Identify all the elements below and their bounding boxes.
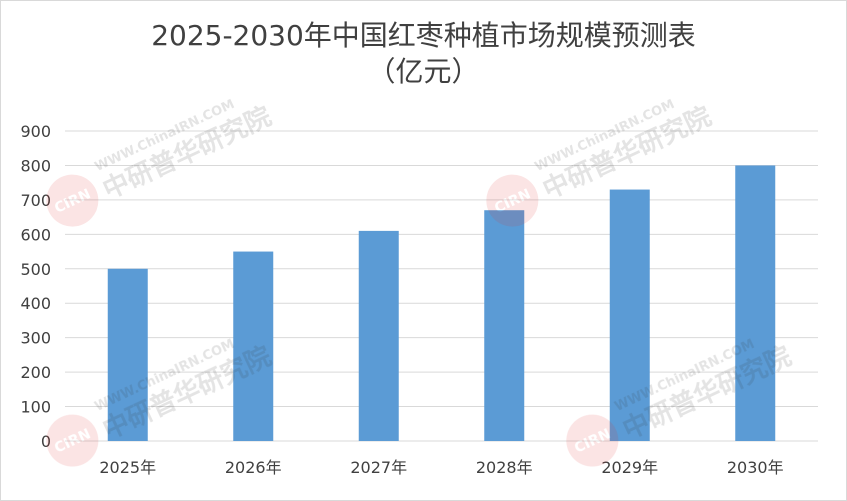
bar	[735, 165, 776, 441]
x-tick-label: 2026年	[225, 458, 282, 477]
watermark-logo-icon	[46, 174, 99, 227]
watermark-logo-icon	[486, 174, 539, 227]
y-tick-label: 100	[20, 398, 51, 417]
y-tick-label: 500	[20, 260, 51, 279]
x-tick-label: 2030年	[727, 458, 784, 477]
bar	[484, 210, 525, 441]
bar	[609, 189, 650, 441]
chart-subtitle: （亿元）	[367, 55, 480, 88]
grid-lines	[65, 130, 818, 442]
y-tick-label: 300	[20, 329, 51, 348]
chart-title-main: 2025-2030年中国红枣种植市场规模预测表	[151, 19, 696, 52]
x-tick-label: 2027年	[350, 458, 407, 477]
y-tick-label: 700	[20, 191, 51, 210]
bar-series	[107, 165, 776, 441]
chart-title: 2025-2030年中国红枣种植市场规模预测表 （亿元）	[0, 18, 847, 90]
y-tick-label: 200	[20, 363, 51, 382]
bar	[358, 230, 399, 441]
y-tick-label: 800	[20, 156, 51, 175]
bar	[233, 251, 274, 441]
y-tick-label: 900	[20, 122, 51, 141]
bar	[107, 268, 148, 441]
y-tick-label: 600	[20, 225, 51, 244]
watermark-logo-icon	[46, 414, 99, 467]
y-tick-label: 400	[20, 294, 51, 313]
x-axis-ticks: 2025年 2026年 2027年 2028年 2029年 2030年	[99, 458, 783, 477]
y-axis-ticks: 0 100 200 300 400 500 600 700 800 900	[20, 122, 51, 451]
x-tick-label: 2029年	[601, 458, 658, 477]
x-tick-label: 2025年	[99, 458, 156, 477]
x-tick-label: 2028年	[476, 458, 533, 477]
watermark-logo-icon	[566, 414, 619, 467]
y-tick-label: 0	[41, 432, 51, 451]
